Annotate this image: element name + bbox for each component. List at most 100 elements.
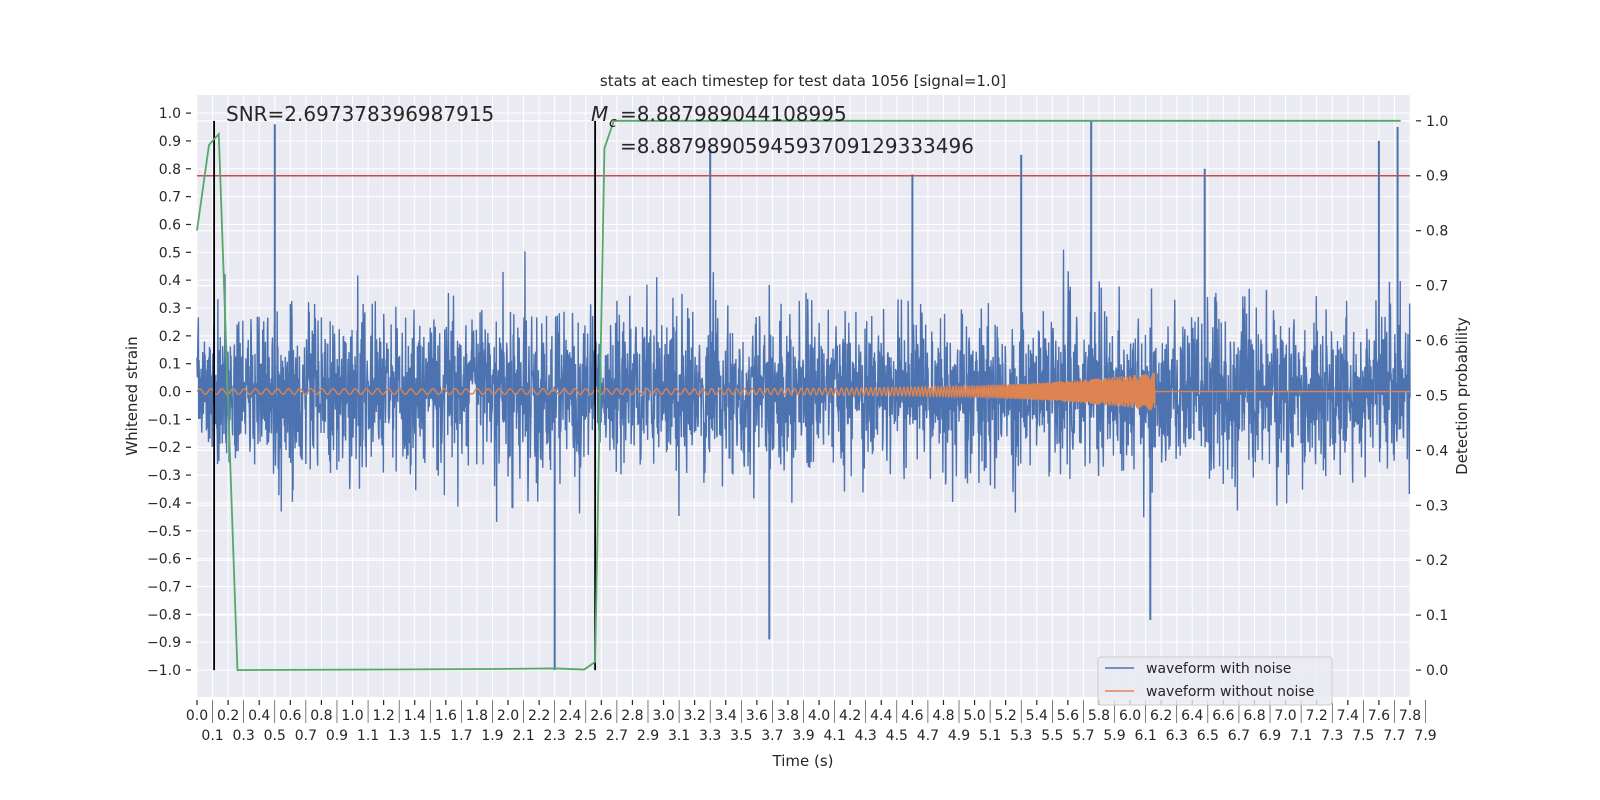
x-tick-label: 1.1 xyxy=(357,728,379,744)
y-right-ticks: 1.0 0.9 0.8 0.7 0.6 0.5 0.4 0.3 0.2 0.1 0.0 xyxy=(1416,114,1448,679)
y-left-tick-label: 0.3 xyxy=(159,301,181,317)
x-tick-label: 4.9 xyxy=(948,728,970,744)
y-left-tick-label: 0.2 xyxy=(159,329,181,345)
y-left-tick-label: 0.4 xyxy=(159,273,181,289)
x-tick-label: 1.3 xyxy=(388,728,410,744)
y-left-tick-label: −0.2 xyxy=(147,440,181,456)
x-tick-label: 2.9 xyxy=(637,728,659,744)
y-left-tick-label: 0.8 xyxy=(159,162,181,178)
x-axis-label: Time (s) xyxy=(772,752,834,770)
x-tick-label: 2.4 xyxy=(559,708,581,724)
x-tick-label: 5.9 xyxy=(1103,728,1125,744)
x-tick-label: 1.7 xyxy=(450,728,472,744)
x-tick-label: 0.5 xyxy=(264,728,286,744)
noise-spikes xyxy=(273,121,1399,670)
x-tick-label: 6.0 xyxy=(1119,708,1141,724)
x-tick-label: 7.1 xyxy=(1290,728,1312,744)
mc-subscript: c xyxy=(609,115,617,131)
x-tick-label: 4.2 xyxy=(839,708,861,724)
x-tick-label: 5.3 xyxy=(1010,728,1032,744)
y-left-tick-label: 0.1 xyxy=(159,357,181,373)
y-left-tick-label: −0.1 xyxy=(147,412,181,428)
y-right-tick-label: 1.0 xyxy=(1426,114,1448,130)
y-right-tick-label: 0.4 xyxy=(1426,443,1448,459)
x-tick-label: 3.8 xyxy=(777,708,799,724)
x-tick-label: 1.6 xyxy=(435,708,457,724)
legend: waveform with noise waveform without noi… xyxy=(1097,656,1333,706)
x-tick-label: 6.1 xyxy=(1134,728,1156,744)
x-tick-label: 4.4 xyxy=(870,708,892,724)
x-tick-label: 3.6 xyxy=(746,708,768,724)
y-left-tick-label: −0.7 xyxy=(147,579,181,595)
x-tick-label: 6.8 xyxy=(1243,708,1265,724)
x-tick-label: 7.4 xyxy=(1337,708,1359,724)
y-left-tick-label: −0.9 xyxy=(147,635,181,651)
x-tick-label: 6.4 xyxy=(1181,708,1203,724)
x-tick-label: 5.4 xyxy=(1026,708,1048,724)
x-tick-label: 4.3 xyxy=(855,728,877,744)
y-left-tick-label: −0.5 xyxy=(147,524,181,540)
snr-annotation: SNR=2.697378396987915 xyxy=(226,102,494,126)
y-left-tick-label: −0.6 xyxy=(147,552,181,568)
x-tick-label: 7.3 xyxy=(1321,728,1343,744)
y-axis-label-right: Detection probability xyxy=(1453,317,1471,475)
mc-value-2: =8.8879890594593709129333496 xyxy=(620,134,974,158)
x-tick-label: 7.5 xyxy=(1352,728,1374,744)
mc-value-1: =8.887989044108995 xyxy=(620,102,847,126)
y-right-tick-label: 0.2 xyxy=(1426,553,1448,569)
y-right-tick-label: 0.6 xyxy=(1426,334,1448,350)
legend-box xyxy=(1097,656,1333,706)
y-left-tick-label: 0.7 xyxy=(159,190,181,206)
x-tick-label: 0.3 xyxy=(233,728,255,744)
x-tick-label: 5.1 xyxy=(979,728,1001,744)
x-tick-label: 4.1 xyxy=(823,728,845,744)
x-tick-label: 5.2 xyxy=(995,708,1017,724)
y-left-tick-label: 0.5 xyxy=(159,245,181,261)
y-left-ticks: 1.0 0.9 0.8 0.7 0.6 0.5 0.4 0.3 0.2 0.1 0.0 −0.1 −0.… xyxy=(147,106,191,679)
x-tick-label: 7.6 xyxy=(1368,708,1390,724)
x-tick-label: 5.0 xyxy=(963,708,985,724)
y-left-tick-label: 1.0 xyxy=(159,106,181,122)
x-tick-label: 2.3 xyxy=(544,728,566,744)
x-tick-label: 0.2 xyxy=(217,708,239,724)
chirp-mass-annotation: M c =8.887989044108995 =8.88798905945937… xyxy=(591,102,974,158)
y-left-tick-label: 0.0 xyxy=(159,385,181,401)
y-left-tick-label: −0.8 xyxy=(147,607,181,623)
x-tick-label: 0.1 xyxy=(201,728,223,744)
y-right-tick-label: 0.3 xyxy=(1426,498,1448,514)
x-tick-label: 1.8 xyxy=(466,708,488,724)
x-tick-label: 0.4 xyxy=(248,708,270,724)
x-tick-label: 1.9 xyxy=(481,728,503,744)
x-tick-label: 7.8 xyxy=(1399,708,1421,724)
y-left-tick-label: −0.4 xyxy=(147,496,181,512)
x-tick-label: 4.6 xyxy=(901,708,923,724)
legend-label-noise: waveform with noise xyxy=(1146,661,1291,677)
y-right-tick-label: 0.8 xyxy=(1426,224,1448,240)
x-tick-label: 3.0 xyxy=(652,708,674,724)
y-right-tick-label: 0.1 xyxy=(1426,608,1448,624)
x-tick-label: 6.2 xyxy=(1150,708,1172,724)
x-tick-label: 5.5 xyxy=(1041,728,1063,744)
legend-label-clean: waveform without noise xyxy=(1146,684,1314,700)
x-tick-label: 2.5 xyxy=(575,728,597,744)
x-tick-label: 2.8 xyxy=(621,708,643,724)
x-tick-label: 3.5 xyxy=(730,728,752,744)
x-tick-label: 6.6 xyxy=(1212,708,1234,724)
x-tick-label: 5.8 xyxy=(1088,708,1110,724)
x-tick-label: 3.7 xyxy=(761,728,783,744)
y-right-tick-label: 0.0 xyxy=(1426,663,1448,679)
x-tick-label: 2.2 xyxy=(528,708,550,724)
x-tick-label: 0.7 xyxy=(295,728,317,744)
x-tick-label: 1.2 xyxy=(372,708,394,724)
y-left-tick-label: 0.9 xyxy=(159,134,181,150)
x-tick-label: 0.8 xyxy=(310,708,332,724)
x-tick-label: 2.0 xyxy=(497,708,519,724)
x-tick-label: 0.6 xyxy=(279,708,301,724)
y-right-tick-label: 0.7 xyxy=(1426,279,1448,295)
x-tick-label: 4.5 xyxy=(886,728,908,744)
x-tick-label: 7.0 xyxy=(1274,708,1296,724)
y-left-tick-label: 0.6 xyxy=(159,217,181,233)
x-tick-label: 4.7 xyxy=(917,728,939,744)
series-waveform-without-noise xyxy=(196,372,1410,411)
